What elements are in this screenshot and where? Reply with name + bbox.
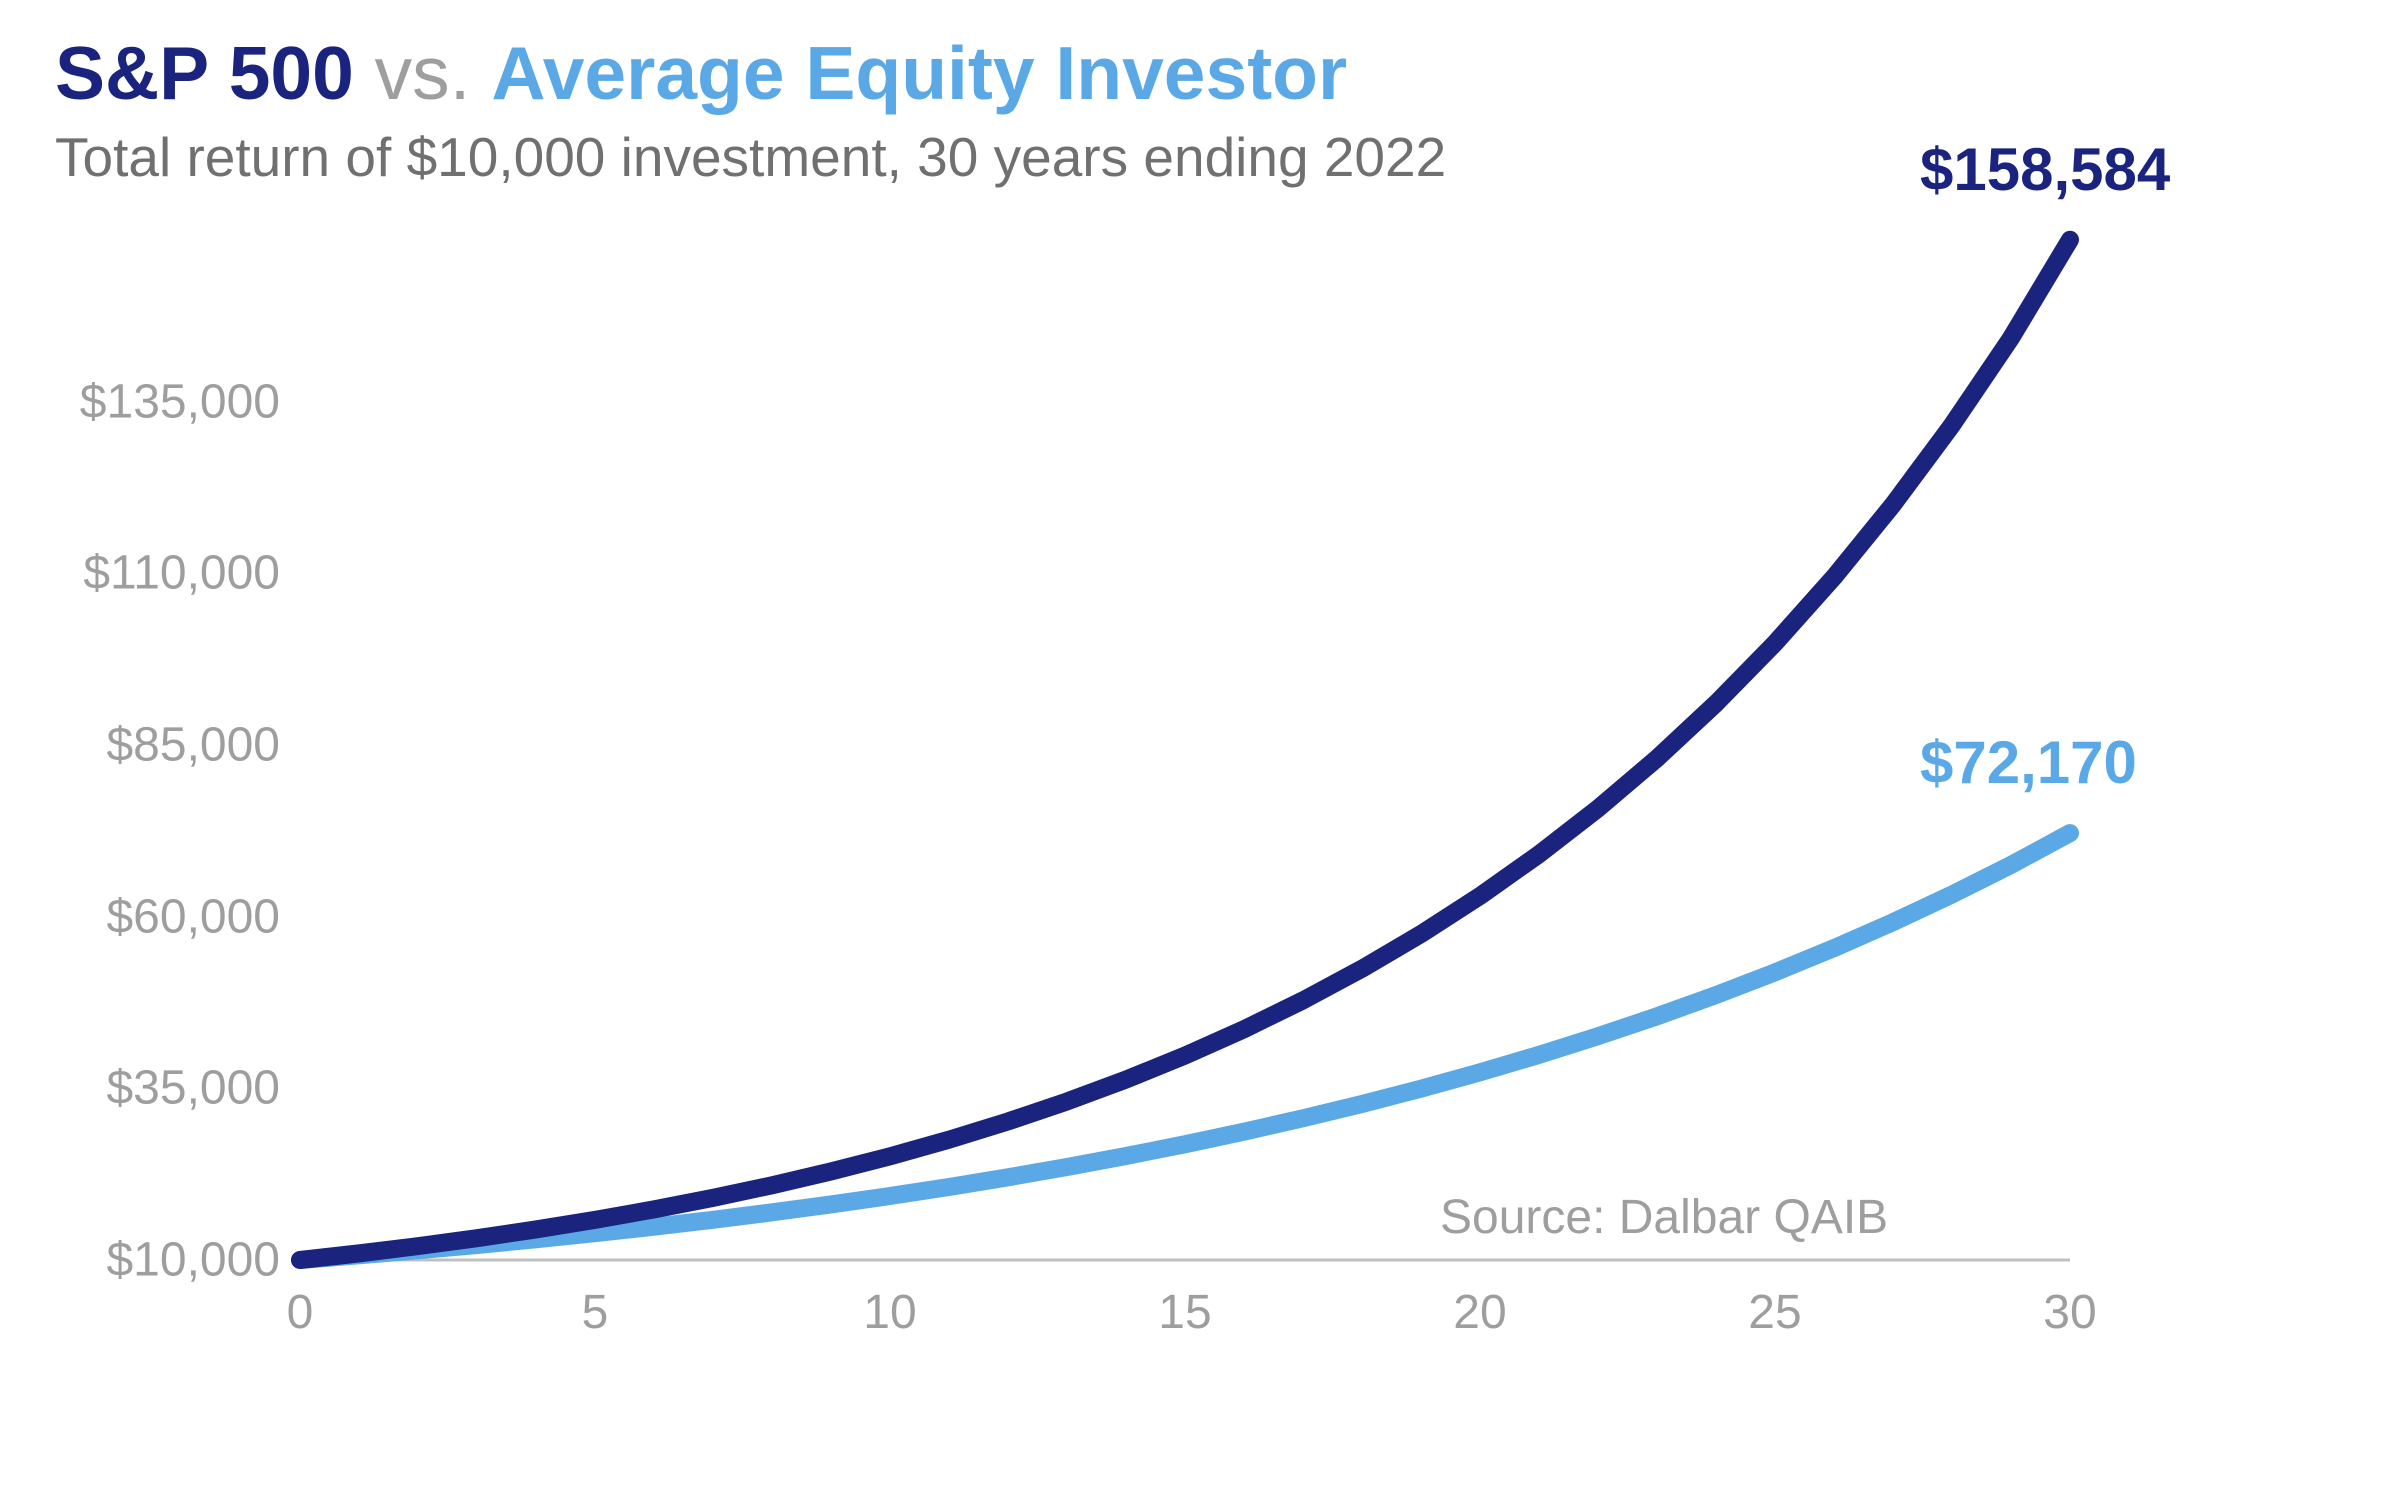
y-tick-label: $10,000: [50, 1233, 280, 1288]
y-tick-label: $135,000: [50, 374, 280, 429]
x-tick-label: 10: [863, 1285, 916, 1340]
x-tick-label: 5: [582, 1285, 609, 1340]
end-label-avg-investor: $72,170: [1920, 728, 2137, 797]
y-tick-label: $110,000: [50, 546, 280, 601]
x-tick-label: 30: [2043, 1285, 2096, 1340]
y-tick-label: $60,000: [50, 889, 280, 944]
line-sp500: [300, 240, 2070, 1260]
y-tick-label: $85,000: [50, 718, 280, 773]
x-tick-label: 25: [1748, 1285, 1801, 1340]
end-label-sp500: $158,584: [1920, 135, 2170, 204]
x-tick-label: 15: [1158, 1285, 1211, 1340]
source-attribution: Source: Dalbar QAIB: [1440, 1190, 1888, 1245]
x-tick-label: 0: [287, 1285, 314, 1340]
chart-container: S&P 500 vs. Average Equity Investor Tota…: [0, 0, 2391, 1491]
y-tick-label: $35,000: [50, 1061, 280, 1116]
x-tick-label: 20: [1453, 1285, 1506, 1340]
